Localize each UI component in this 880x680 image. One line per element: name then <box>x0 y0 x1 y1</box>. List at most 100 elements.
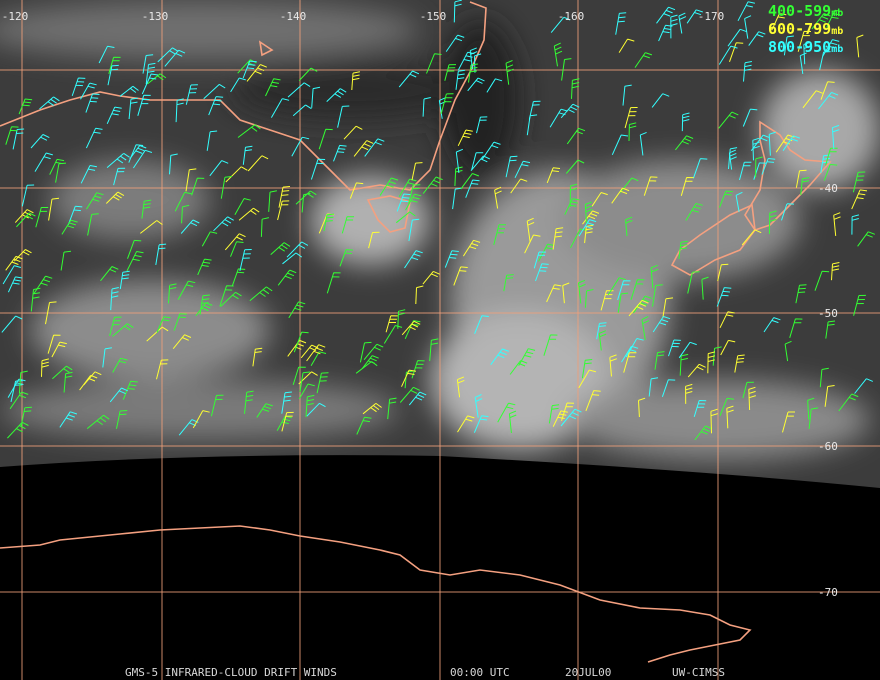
wind-barb <box>364 138 385 157</box>
barb-stroke <box>323 213 335 232</box>
barb-stroke <box>546 167 561 184</box>
barb-stroke <box>685 383 693 404</box>
wind-barb <box>265 78 281 97</box>
wind-barb <box>681 112 690 132</box>
wind-barb <box>685 383 693 404</box>
wind-barb <box>277 269 297 286</box>
barb-stroke <box>662 297 674 319</box>
barb-stroke <box>310 351 327 367</box>
wind-barb <box>748 386 756 411</box>
barb-stroke <box>286 241 309 258</box>
wind-barb <box>712 346 722 366</box>
wind-barb <box>422 176 443 194</box>
barb-stroke <box>755 156 763 178</box>
barb-stroke <box>831 124 840 149</box>
barb-stroke <box>356 416 372 435</box>
wind-barb <box>578 219 597 237</box>
barb-stroke <box>128 97 138 120</box>
barb-stroke <box>823 164 838 181</box>
barb-stroke <box>679 353 689 376</box>
wind-barb <box>656 6 676 24</box>
barb-stroke <box>687 271 700 294</box>
wind-barb <box>623 352 637 373</box>
barb-stroke <box>799 52 807 74</box>
barb-stroke <box>385 315 398 333</box>
wind-barb <box>643 176 658 196</box>
longitude-label: -170 <box>698 10 725 23</box>
barb-stroke <box>775 134 795 153</box>
barb-stroke <box>440 93 454 114</box>
wind-barb <box>814 270 830 291</box>
barb-stroke <box>656 6 676 24</box>
barb-stroke <box>851 189 868 210</box>
legend-unit: mb <box>831 8 843 19</box>
barb-stroke <box>7 276 23 293</box>
wind-barb <box>355 361 378 374</box>
barb-stroke <box>571 78 580 99</box>
barb-stroke <box>299 371 311 392</box>
barb-stroke <box>270 98 290 118</box>
barb-stroke <box>238 207 260 221</box>
barb-stroke <box>30 287 41 312</box>
wind-barb <box>172 334 192 350</box>
wind-barb <box>596 322 607 340</box>
barb-stroke <box>145 62 156 85</box>
wind-barb <box>100 266 119 282</box>
wind-barb <box>128 144 144 163</box>
barb-stroke <box>526 217 535 242</box>
wind-barb <box>295 190 317 205</box>
wind-barb <box>783 35 794 56</box>
wind-barb <box>18 370 28 394</box>
wind-barb <box>85 127 103 149</box>
barb-stroke <box>242 145 253 165</box>
wind-barb <box>341 216 355 234</box>
legend-unit: mb <box>831 26 843 37</box>
wind-barb <box>87 213 99 236</box>
barb-stroke <box>535 263 549 282</box>
barb-stroke <box>100 266 119 282</box>
wind-barb <box>201 231 218 247</box>
barb-stroke <box>469 47 478 70</box>
barb-stroke <box>752 137 760 161</box>
barb-stroke <box>146 326 169 342</box>
barb-stroke <box>591 192 608 207</box>
wind-barb <box>462 239 481 257</box>
wind-barb <box>710 408 718 434</box>
barb-stroke <box>326 88 347 102</box>
wind-barb <box>5 255 23 271</box>
barb-stroke <box>107 64 119 86</box>
wind-barb <box>300 344 319 359</box>
wind-barb <box>169 153 178 175</box>
barb-stroke <box>337 105 350 128</box>
wind-barb <box>242 145 253 165</box>
barb-stroke <box>763 317 781 333</box>
wind-barb <box>853 294 866 316</box>
wind-barb <box>404 370 414 389</box>
wind-barb <box>856 34 864 58</box>
wind-barb <box>298 67 318 81</box>
wind-barb <box>353 140 374 157</box>
barb-stroke <box>422 97 431 117</box>
wind-barb <box>256 403 273 418</box>
wind-barb <box>105 191 125 204</box>
barb-stroke <box>651 93 670 108</box>
wind-barb <box>560 408 582 427</box>
wind-barb <box>411 360 425 379</box>
barb-stroke <box>561 402 575 421</box>
barb-stroke <box>129 145 147 160</box>
barb-stroke <box>339 249 354 267</box>
wind-barb <box>83 371 102 386</box>
barb-stroke <box>288 301 306 319</box>
wind-barb <box>260 217 270 237</box>
barb-stroke <box>318 128 333 150</box>
wind-barb <box>362 402 382 415</box>
barb-stroke <box>209 160 229 177</box>
barb-stroke <box>457 129 473 147</box>
wind-barb <box>281 391 292 414</box>
barb-stroke <box>617 292 629 313</box>
barb-stroke <box>287 339 307 357</box>
barb-stroke <box>300 344 319 359</box>
barb-stroke <box>797 30 812 52</box>
barb-stroke <box>295 190 317 205</box>
wind-barb <box>210 394 224 417</box>
